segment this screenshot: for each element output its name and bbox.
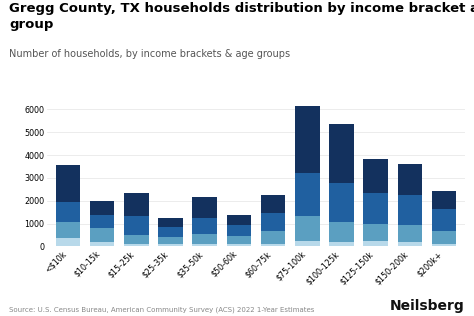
- Bar: [432, 231, 456, 244]
- Bar: [124, 216, 149, 234]
- Bar: [261, 213, 285, 231]
- Bar: [363, 241, 388, 246]
- Bar: [295, 241, 319, 246]
- Bar: [158, 218, 183, 227]
- Bar: [124, 234, 149, 244]
- Bar: [158, 237, 183, 244]
- Bar: [398, 242, 422, 246]
- Bar: [432, 191, 456, 210]
- Bar: [398, 225, 422, 242]
- Bar: [363, 224, 388, 241]
- Bar: [192, 234, 217, 244]
- Bar: [363, 159, 388, 193]
- Bar: [192, 218, 217, 234]
- Bar: [90, 215, 114, 228]
- Legend: Under 25 years, 25 to 44 years, 45 to 64 years, 65 years and over: Under 25 years, 25 to 44 years, 45 to 64…: [57, 313, 388, 316]
- Bar: [329, 183, 354, 222]
- Bar: [90, 228, 114, 242]
- Bar: [227, 244, 251, 246]
- Bar: [432, 244, 456, 246]
- Bar: [261, 244, 285, 246]
- Bar: [227, 215, 251, 225]
- Bar: [295, 106, 319, 173]
- Bar: [363, 193, 388, 224]
- Bar: [158, 227, 183, 237]
- Text: Number of households, by income brackets & age groups: Number of households, by income brackets…: [9, 49, 291, 59]
- Bar: [192, 244, 217, 246]
- Bar: [227, 236, 251, 244]
- Bar: [261, 195, 285, 213]
- Bar: [55, 165, 80, 202]
- Bar: [192, 198, 217, 218]
- Bar: [329, 242, 354, 246]
- Bar: [398, 164, 422, 195]
- Bar: [295, 173, 319, 216]
- Bar: [227, 225, 251, 236]
- Text: Source: U.S. Census Bureau, American Community Survey (ACS) 2022 1-Year Estimate: Source: U.S. Census Bureau, American Com…: [9, 306, 315, 313]
- Text: Gregg County, TX households distribution by income bracket and age
group: Gregg County, TX households distribution…: [9, 2, 474, 31]
- Bar: [90, 201, 114, 215]
- Text: Neilsberg: Neilsberg: [390, 299, 465, 313]
- Bar: [158, 244, 183, 246]
- Bar: [329, 124, 354, 183]
- Bar: [398, 195, 422, 225]
- Bar: [124, 244, 149, 246]
- Bar: [295, 216, 319, 241]
- Bar: [90, 242, 114, 246]
- Bar: [261, 231, 285, 244]
- Bar: [124, 193, 149, 216]
- Bar: [55, 222, 80, 239]
- Bar: [432, 210, 456, 231]
- Bar: [55, 239, 80, 246]
- Bar: [55, 202, 80, 222]
- Bar: [329, 222, 354, 242]
